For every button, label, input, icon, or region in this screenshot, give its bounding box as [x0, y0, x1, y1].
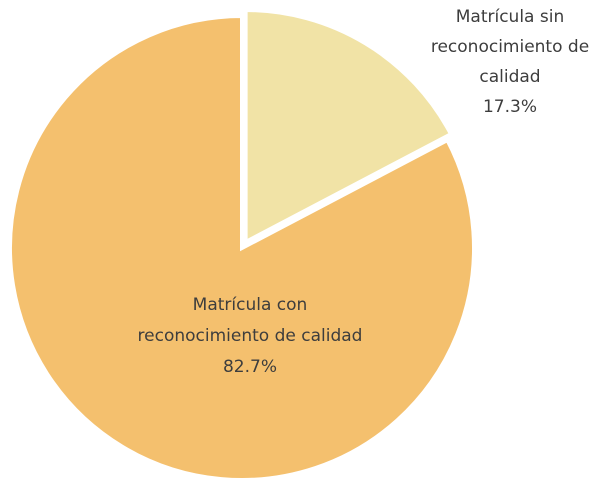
category-label: Matrícula sin reconocimiento de calidad: [430, 7, 590, 87]
slice-label: Matrícula sin reconocimiento de calidad …: [405, 2, 610, 122]
category-label: Matrícula con reconocimiento de calidad: [137, 295, 363, 346]
value-label: 82.7%: [222, 357, 277, 377]
pie-slice: [8, 13, 476, 482]
pie-slice: [243, 8, 454, 246]
value-label: 17.3%: [482, 97, 537, 117]
slice-label: Matrícula con reconocimiento de calidad …: [135, 290, 365, 383]
